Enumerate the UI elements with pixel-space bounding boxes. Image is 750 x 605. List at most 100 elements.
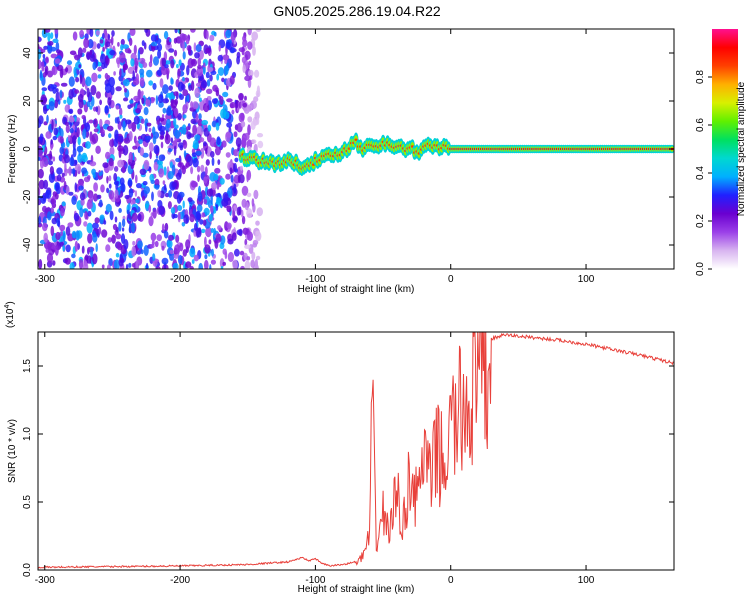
noise-speckle (59, 68, 64, 79)
noise-speckle (41, 87, 48, 92)
noise-speckle (81, 124, 85, 131)
noise-speckle (106, 176, 109, 184)
y-tick-label: 1.0 (22, 427, 33, 441)
noise-speckle (144, 135, 152, 141)
noise-speckle (208, 214, 213, 222)
noise-speckle (104, 72, 109, 80)
noise-speckle (191, 59, 196, 65)
noise-speckle (240, 165, 243, 171)
noise-speckle (139, 68, 145, 76)
y-tick-label: 0.0 (22, 563, 33, 577)
noise-speckle (131, 212, 138, 222)
noise-speckle (123, 137, 131, 144)
noise-speckle (97, 74, 102, 79)
noise-speckle (229, 167, 233, 175)
noise-speckle (206, 88, 213, 95)
noise-speckle (78, 258, 84, 269)
noise-speckle (131, 121, 137, 132)
noise-speckle (240, 121, 246, 128)
noise-speckle (141, 97, 145, 105)
noise-speckle (68, 89, 74, 100)
noise-speckle (257, 140, 264, 149)
noise-speckle (82, 128, 87, 140)
noise-speckle (148, 216, 154, 227)
noise-speckle (122, 44, 129, 49)
noise-speckle (82, 47, 87, 53)
noise-speckle (148, 80, 154, 86)
noise-speckle (149, 151, 152, 160)
noise-speckle (116, 116, 120, 125)
noise-speckle (205, 147, 208, 155)
noise-speckle (239, 250, 245, 256)
noise-speckle (216, 73, 220, 81)
noise-speckle (91, 253, 98, 265)
noise-speckle (52, 156, 56, 162)
noise-speckle (251, 251, 256, 261)
noise-speckle (207, 124, 212, 132)
noise-speckle (78, 145, 81, 156)
noise-speckle (59, 224, 66, 232)
noise-speckle (236, 229, 243, 236)
noise-speckle (191, 259, 195, 264)
noise-speckle (98, 171, 103, 176)
noise-speckle (85, 76, 92, 87)
noise-speckle (51, 119, 54, 131)
noise-speckle (122, 145, 129, 156)
noise-speckle (203, 207, 210, 216)
noise-speckle (214, 146, 221, 156)
noise-speckle (168, 85, 173, 91)
noise-speckle (244, 238, 248, 246)
noise-speckle (252, 46, 256, 56)
noise-speckle (132, 70, 135, 81)
noise-speckle (183, 150, 187, 158)
colorbar-axes: 0.0 0.2 0.4 0.6 0.8 (695, 70, 712, 276)
noise-speckle (87, 210, 92, 217)
noise-speckle (255, 255, 261, 261)
noise-speckle (142, 62, 148, 68)
colorbar-tick-label: 0.0 (695, 262, 706, 276)
noise-speckle (118, 221, 122, 232)
noise-speckle (211, 248, 214, 257)
noise-speckle (236, 55, 241, 65)
noise-speckle (44, 29, 51, 33)
noise-speckle (45, 56, 49, 64)
noise-speckle (158, 168, 165, 178)
noise-speckle (134, 65, 138, 74)
noise-speckle (152, 135, 157, 145)
noise-speckle (179, 33, 186, 44)
noise-speckle (117, 42, 120, 47)
noise-speckle (60, 229, 63, 237)
noise-speckle (117, 135, 124, 143)
noise-speckle (238, 112, 245, 123)
noise-speckle (181, 124, 187, 135)
noise-speckle (84, 122, 91, 132)
noise-speckle (220, 266, 224, 269)
noise-speckle (148, 204, 152, 213)
noise-speckle (177, 113, 182, 120)
noise-speckle (87, 233, 93, 244)
noise-speckle (189, 247, 196, 258)
noise-speckle (133, 115, 140, 125)
noise-speckle (168, 234, 174, 241)
y-tick-label: 40 (22, 47, 33, 59)
noise-speckle (205, 30, 209, 40)
noise-speckle (187, 197, 193, 203)
noise-speckle (77, 108, 83, 115)
noise-speckle (196, 204, 203, 213)
noise-speckle (95, 243, 98, 253)
noise-speckle (77, 47, 83, 58)
noise-speckle (199, 137, 205, 143)
noise-speckle (109, 210, 114, 221)
noise-speckle (238, 101, 242, 109)
noise-speckle (248, 60, 252, 66)
y-tick-label: -20 (22, 189, 33, 204)
y-tick-label: 0.5 (22, 495, 33, 509)
noise-speckle (235, 137, 242, 148)
noise-speckle (135, 259, 139, 269)
noise-speckle (114, 189, 119, 199)
noise-speckle (219, 95, 224, 106)
noise-speckle (156, 119, 160, 125)
noise-speckle (76, 127, 80, 138)
noise-speckle (253, 96, 259, 103)
x-tick-label: -100 (305, 274, 325, 285)
